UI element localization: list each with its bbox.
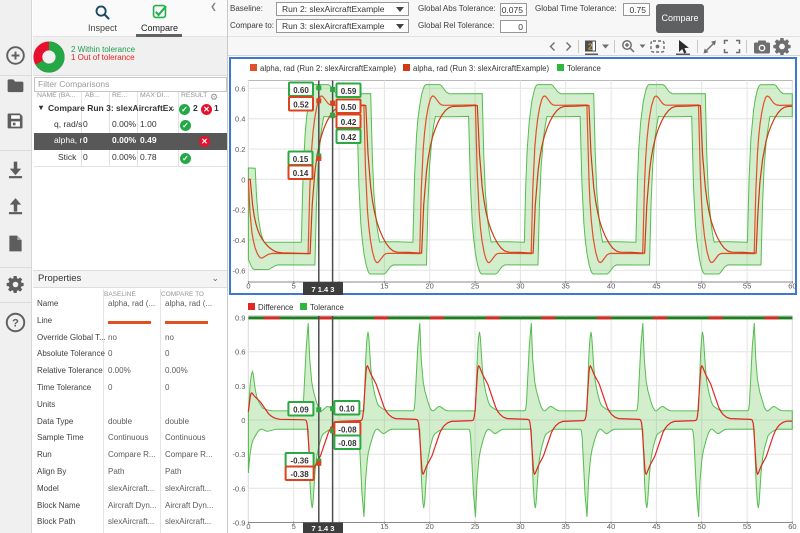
svg-text:50: 50 (698, 522, 706, 531)
svg-text:0.09: 0.09 (293, 405, 309, 414)
svg-text:-0.9: -0.9 (232, 519, 245, 528)
svg-text:55: 55 (743, 282, 751, 291)
svg-text:0.50: 0.50 (341, 103, 357, 112)
svg-text:40: 40 (607, 282, 615, 291)
svg-text:30: 30 (516, 282, 524, 291)
svg-text:0.42: 0.42 (341, 133, 357, 142)
svg-text:25: 25 (471, 522, 479, 531)
svg-text:30: 30 (516, 522, 524, 531)
svg-text:0.42: 0.42 (341, 118, 357, 127)
svg-text:-0.08: -0.08 (338, 439, 357, 448)
svg-text:0.15: 0.15 (293, 155, 309, 164)
svg-text:20: 20 (426, 522, 434, 531)
svg-text:Tolerance: Tolerance (310, 303, 344, 312)
svg-text:40: 40 (607, 522, 615, 531)
svg-text:0.52: 0.52 (293, 100, 309, 109)
svg-text:-0.38: -0.38 (290, 470, 309, 479)
svg-text:-0.08: -0.08 (338, 425, 357, 434)
svg-text:0.60: 0.60 (293, 86, 309, 95)
svg-text:5: 5 (292, 282, 296, 291)
svg-text:-0.6: -0.6 (232, 266, 245, 275)
svg-text:0.9: 0.9 (235, 314, 245, 323)
svg-text:alpha, rad (Run 3: slexAircraf: alpha, rad (Run 3: slexAircraftExample) (413, 64, 549, 73)
svg-text:?: ? (12, 317, 19, 329)
svg-text:60: 60 (788, 282, 796, 291)
svg-text:0.6: 0.6 (235, 348, 245, 357)
svg-text:20: 20 (426, 282, 434, 291)
svg-text:Difference: Difference (258, 303, 293, 312)
svg-text:0: 0 (241, 175, 245, 184)
svg-text:45: 45 (652, 522, 660, 531)
svg-text:15: 15 (380, 522, 388, 531)
svg-text:0: 0 (241, 416, 245, 425)
svg-text:0.59: 0.59 (341, 87, 357, 96)
svg-text:35: 35 (562, 282, 570, 291)
svg-text:-0.2: -0.2 (232, 206, 245, 215)
svg-text:-0.4: -0.4 (232, 236, 245, 245)
svg-text:0.6: 0.6 (235, 84, 245, 93)
svg-text:35: 35 (562, 522, 570, 531)
svg-text:alpha, rad (Run 2: slexAircraf: alpha, rad (Run 2: slexAircraftExample) (260, 64, 396, 73)
svg-text:50: 50 (698, 282, 706, 291)
svg-text:25: 25 (471, 282, 479, 291)
svg-text:-0.36: -0.36 (290, 456, 309, 465)
svg-text:60: 60 (788, 522, 796, 531)
svg-text:0: 0 (246, 282, 250, 291)
svg-text:7 1.4 3: 7 1.4 3 (312, 524, 335, 533)
svg-text:0.3: 0.3 (235, 382, 245, 391)
svg-text:5: 5 (292, 522, 296, 531)
svg-text:Tolerance: Tolerance (567, 64, 601, 73)
svg-text:2: 2 (588, 43, 593, 52)
svg-text:7 1.4 3: 7 1.4 3 (312, 285, 335, 294)
svg-text:-0.6: -0.6 (232, 484, 245, 493)
svg-text:0.2: 0.2 (235, 145, 245, 154)
svg-text:15: 15 (380, 282, 388, 291)
svg-text:45: 45 (652, 282, 660, 291)
svg-text:0.10: 0.10 (339, 404, 355, 413)
svg-text:55: 55 (743, 522, 751, 531)
svg-text:0.4: 0.4 (235, 115, 245, 124)
svg-text:0.14: 0.14 (293, 169, 309, 178)
svg-text:-0.3: -0.3 (232, 450, 245, 459)
svg-text:0: 0 (246, 522, 250, 531)
